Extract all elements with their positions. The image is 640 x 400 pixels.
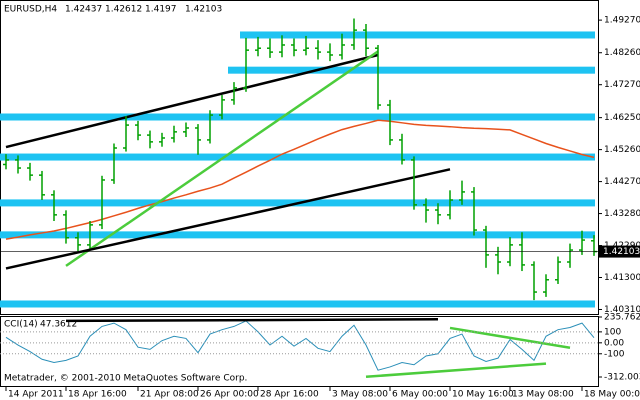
x-tick-label: 13 May 08:00 xyxy=(512,390,574,400)
indicator-tick-label: -100 xyxy=(604,349,625,359)
indicator-value: 47.3612 xyxy=(40,320,77,330)
trendline xyxy=(5,53,379,149)
x-tick-label: 14 Apr 2011 xyxy=(8,390,64,400)
header-open: 1.42437 xyxy=(65,5,102,15)
last-price-box xyxy=(599,245,640,258)
level-band xyxy=(228,66,595,74)
copyright: Metatrader, © 2001-2010 MetaQuotes Softw… xyxy=(4,374,247,384)
indicator-frame xyxy=(0,316,599,387)
y-tick-label: 1.46250 xyxy=(604,113,640,123)
y-tick-label: 1.49270 xyxy=(604,16,640,26)
indicator-trendline xyxy=(365,362,547,379)
indicator-trendline xyxy=(449,326,571,349)
x-tick-label: 26 Apr 00:00 xyxy=(200,390,259,400)
indicator-tick-label: 100 xyxy=(604,327,621,337)
indicator-title: CCI(14) xyxy=(4,320,38,330)
chart-title: EURUSD,H4 xyxy=(4,5,57,15)
y-tick-label: 1.47270 xyxy=(604,80,640,90)
indicator-tick-label: -312.003 xyxy=(604,373,640,383)
level-band xyxy=(0,231,595,239)
level-band xyxy=(240,31,595,39)
x-tick-label: 10 May 16:00 xyxy=(452,390,514,400)
header-high: 1.42612 xyxy=(105,5,142,15)
y-tick-label: 1.45260 xyxy=(604,145,640,155)
y-tick-label: 1.43280 xyxy=(604,209,640,219)
indicator-tick-label: 235.7626 xyxy=(604,313,640,323)
level-band xyxy=(0,153,595,161)
x-tick-label: 18 May 00:00 xyxy=(584,390,640,400)
y-tick-label: 1.40310 xyxy=(604,305,640,315)
header-close: 1.42103 xyxy=(185,5,222,15)
x-tick-label: 18 Apr 16:00 xyxy=(68,390,127,400)
level-band xyxy=(0,300,595,308)
header-low: 1.4197 xyxy=(145,5,177,15)
y-tick-label: 1.48260 xyxy=(604,48,640,58)
marks xyxy=(0,18,598,379)
x-tick-label: 28 Apr 16:00 xyxy=(260,390,319,400)
indicator-tick-label: 0.00 xyxy=(604,338,624,348)
level-band xyxy=(0,113,595,121)
x-tick-label: 6 May 00:00 xyxy=(392,390,448,400)
last-price-label: 1.42103 xyxy=(603,247,640,257)
moving-average xyxy=(5,119,595,240)
indicator-line xyxy=(5,320,595,371)
x-tick-label: 3 May 08:00 xyxy=(332,390,388,400)
y-tick-label: 1.41300 xyxy=(604,273,640,283)
y-tick-label: 1.44270 xyxy=(604,177,640,187)
trendline xyxy=(5,168,451,270)
x-tick-label: 21 Apr 08:00 xyxy=(140,390,199,400)
trendline xyxy=(65,50,379,267)
indicator-trendline xyxy=(65,318,439,323)
